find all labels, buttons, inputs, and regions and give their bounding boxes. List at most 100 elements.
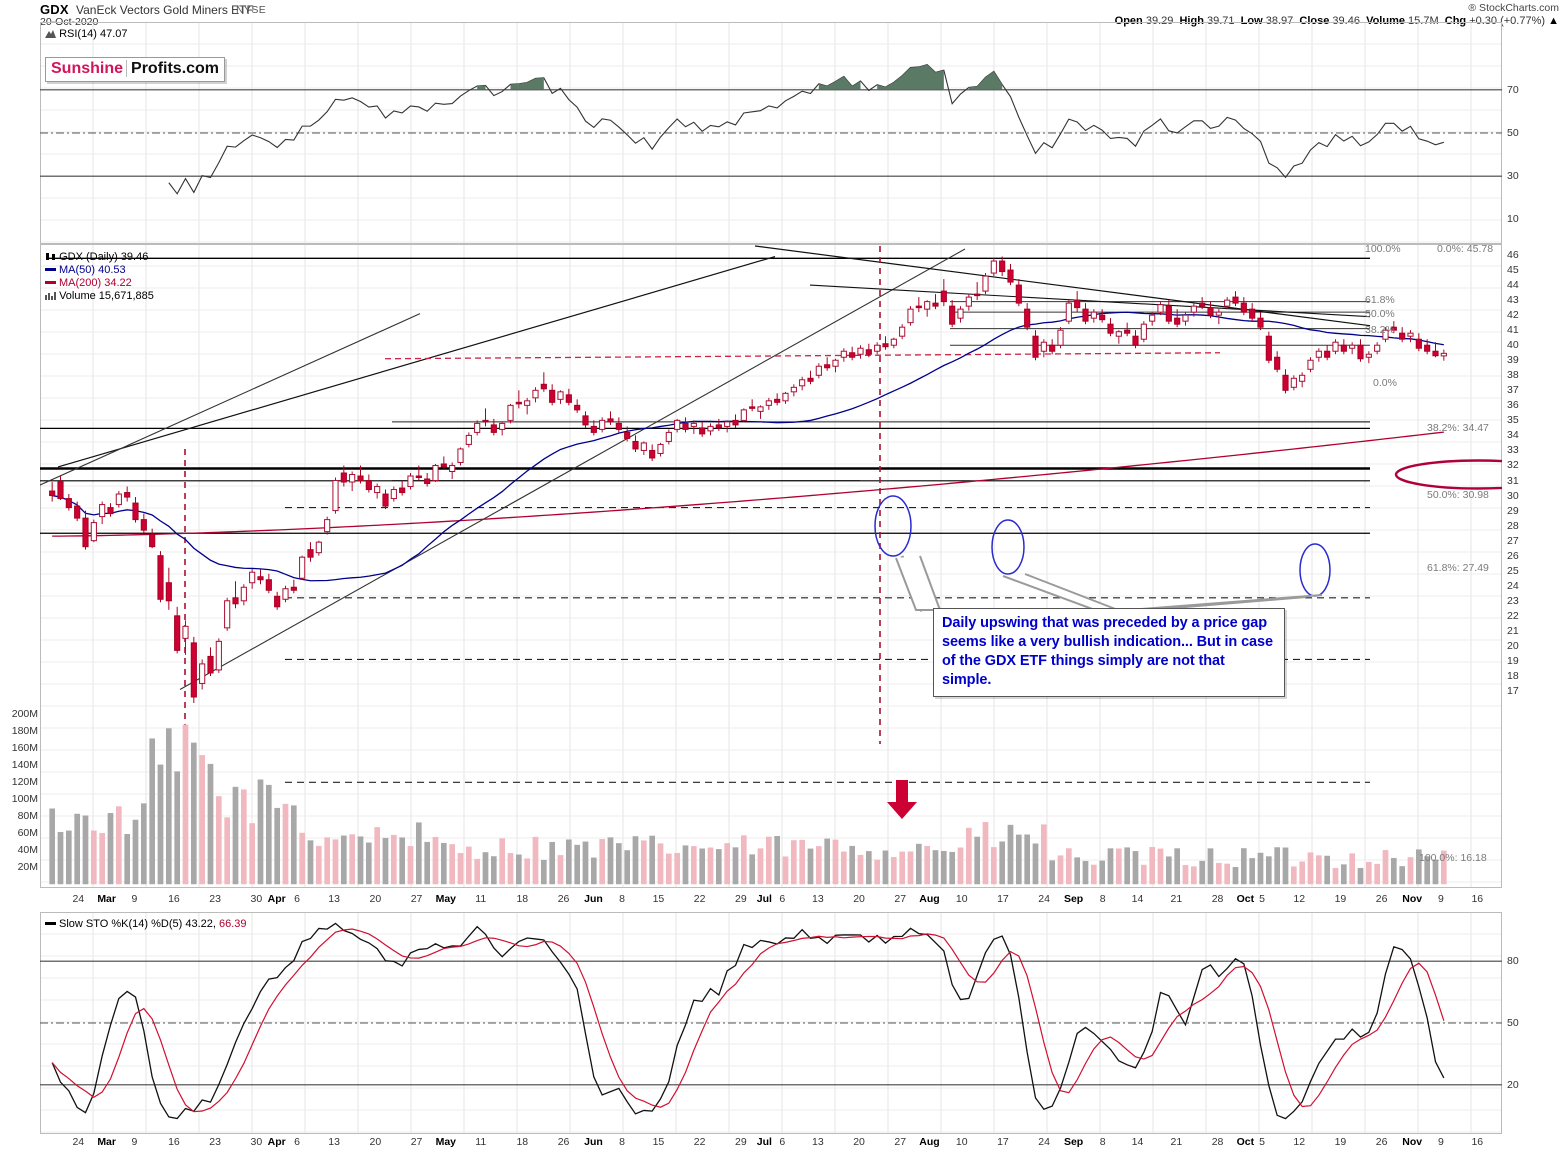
price-legend-row-ma50: MA(50) 40.53 (45, 264, 154, 277)
x-axis-label: 15 (652, 1136, 665, 1148)
x-axis-label: 5 (1259, 1136, 1265, 1148)
sto-tick: 50 (1507, 1017, 1519, 1029)
price-tick: 37 (1507, 384, 1519, 397)
x-axis-label: Jun (584, 893, 603, 905)
x-axis-label: Sep (1063, 893, 1084, 905)
fib-label: 50.0%: 30.98 (1427, 489, 1489, 501)
x-axis-label: 20 (369, 893, 382, 905)
sto-d-value: 66.39 (218, 918, 247, 930)
price-tick: 35 (1507, 414, 1519, 427)
x-axis-label: 29 (735, 893, 747, 905)
volume-bars-icon (45, 292, 56, 300)
slow-sto-plot (40, 912, 1502, 1134)
ma50-legend: MA(50) 40.53 (59, 264, 126, 276)
close-label: Close (1299, 15, 1330, 27)
x-axis-label: 15 (652, 893, 665, 905)
x-axis-label: 6 (779, 893, 786, 905)
price-tick: 43 (1507, 294, 1519, 307)
x-axis-label: 12 (1293, 1136, 1306, 1148)
volume-tick: 160M (11, 742, 38, 755)
x-axis-label: May (435, 893, 457, 905)
x-axis-label: 29 (735, 1136, 747, 1148)
x-axis-label: Apr (267, 893, 286, 905)
price-legend-main: GDX (Daily) 39.46 (59, 251, 149, 263)
price-plot (40, 244, 1502, 888)
x-axis-label: 28 (1211, 1136, 1224, 1148)
fib-label: 38.2% (1365, 324, 1395, 336)
x-axis-label: 20 (853, 893, 865, 905)
ma200-legend: MA(200) 34.22 (59, 277, 132, 289)
fib-label: 50.0% (1365, 308, 1395, 320)
close-value: 39.46 (1332, 15, 1360, 27)
price-tick: 34 (1507, 429, 1519, 442)
price-tick: 41 (1507, 324, 1519, 337)
price-tick: 18 (1507, 669, 1519, 682)
x-axis-label: 9 (131, 1136, 138, 1148)
price-tick: 36 (1507, 399, 1519, 412)
x-axis-label: 6 (779, 1136, 786, 1148)
volume-tick: 80M (17, 810, 38, 823)
quote-bar: Open 39.29 High 39.71 Low 38.97 Close 39… (1115, 15, 1559, 27)
volume-tick: 180M (11, 725, 38, 738)
x-axis-label: 22 (693, 893, 706, 905)
x-axis-label: 20 (853, 1136, 865, 1148)
sto-tick: 80 (1507, 955, 1519, 968)
x-axis-label: 11 (475, 893, 487, 905)
fib-label: 38.2%: 34.47 (1427, 422, 1489, 434)
x-axis-label: 28 (1211, 893, 1224, 905)
x-axis-label: 16 (168, 893, 180, 905)
sunshine-profits-logo: Sunshine Profits.com (45, 57, 226, 82)
volume-tick: 200M (11, 708, 38, 721)
fib-label: 61.8%: 27.49 (1427, 562, 1489, 574)
x-axis-label: 16 (168, 1136, 180, 1148)
x-axis-label: Nov (1402, 893, 1423, 905)
x-axis-label: 6 (294, 1136, 300, 1148)
sto-tick: 20 (1507, 1078, 1519, 1091)
price-tick: 31 (1507, 474, 1519, 487)
price-tick: 24 (1507, 579, 1519, 592)
x-axis-label: 22 (693, 1136, 706, 1148)
price-tick: 33 (1507, 444, 1519, 457)
price-legend-row-ma200: MA(200) 34.22 (45, 277, 154, 290)
x-axis-label: 13 (811, 1136, 824, 1148)
x-axis-label: 11 (475, 1136, 487, 1148)
chg-value: +0.30 (+0.77%) (1469, 15, 1546, 27)
x-axis-label: 17 (997, 1136, 1009, 1148)
candlestick-icon (46, 253, 55, 260)
sto-legend-text: Slow STO %K(14) %D(5) (59, 918, 186, 930)
company-name: VanEck Vectors Gold Miners ETF (76, 3, 254, 17)
x-axis-label: Nov (1402, 1136, 1423, 1148)
x-axis-label: Jun (584, 1136, 603, 1148)
low-label: Low (1240, 15, 1263, 27)
rsi-tick: 50 (1507, 127, 1519, 139)
chg-label: Chg (1444, 15, 1467, 27)
x-axis-label: 8 (1099, 893, 1106, 905)
price-tick: 39 (1507, 354, 1519, 367)
x-axis-label: Oct (1236, 1136, 1255, 1148)
volume-tick: 20M (17, 861, 38, 874)
x-axis-label: 8 (1099, 1136, 1106, 1148)
price-tick: 32 (1507, 459, 1519, 472)
ma50-swatch-icon (45, 268, 56, 271)
price-tick: 27 (1507, 534, 1519, 547)
x-axis-label: 23 (209, 1136, 221, 1148)
x-axis-label: 19 (1334, 893, 1347, 905)
high-value: 39.71 (1207, 15, 1235, 27)
x-axis-label: 27 (410, 1136, 423, 1148)
x-axis-label: 16 (1471, 1136, 1484, 1148)
x-axis-label: 10 (955, 893, 968, 905)
x-axis-label: Apr (267, 1136, 286, 1148)
price-panel (40, 244, 1502, 888)
ticker-symbol: GDX (40, 2, 69, 17)
chart-header: GDX VanEck Vectors Gold Miners ETF NYSE … (0, 0, 1565, 28)
x-axis-label: 13 (328, 1136, 340, 1148)
high-label: High (1179, 15, 1204, 27)
price-tick: 40 (1507, 339, 1519, 352)
x-axis-label: Mar (97, 1136, 116, 1148)
price-tick: 20 (1507, 639, 1519, 652)
price-tick: 26 (1507, 549, 1519, 562)
x-axis-label: Oct (1236, 893, 1255, 905)
x-axis-label: 30 (250, 1136, 263, 1148)
x-axis-label: 6 (294, 893, 300, 905)
